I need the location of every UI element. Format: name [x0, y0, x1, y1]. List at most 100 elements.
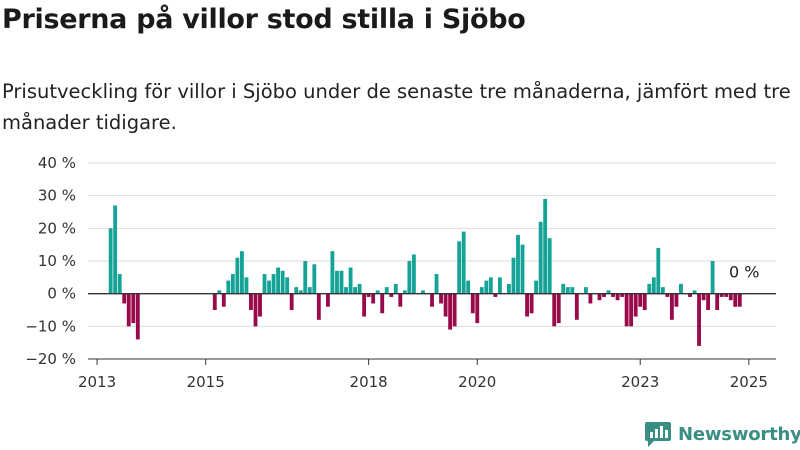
bar	[511, 257, 516, 294]
bar	[674, 293, 679, 307]
bar	[339, 270, 344, 294]
bar	[267, 280, 272, 294]
bar	[611, 293, 615, 297]
bar	[688, 293, 692, 297]
bar	[479, 287, 484, 294]
y-tick-label: 10 %	[38, 252, 76, 270]
bar	[457, 241, 462, 294]
bar	[697, 293, 701, 346]
bar	[362, 293, 367, 317]
x-tick-label: 2025	[730, 373, 768, 391]
bar	[448, 293, 453, 330]
bar	[389, 293, 394, 297]
bar	[357, 283, 362, 294]
x-axis: 2013 2015 2018 2020 2023 2025	[78, 358, 776, 391]
bar	[217, 290, 222, 294]
bar	[470, 293, 475, 314]
bar	[475, 293, 480, 324]
bar	[620, 293, 625, 297]
bar	[235, 257, 240, 294]
bar	[371, 293, 376, 304]
bar	[280, 270, 285, 294]
bar	[344, 287, 348, 294]
bar	[597, 293, 602, 301]
x-tick-label: 2015	[187, 373, 225, 391]
bar	[298, 290, 303, 294]
bar	[353, 287, 357, 294]
bar	[294, 287, 299, 294]
bar	[330, 251, 335, 294]
bar	[466, 280, 471, 294]
bar	[660, 287, 665, 294]
bar	[728, 293, 733, 301]
bar	[656, 247, 661, 294]
bar	[669, 293, 674, 320]
bar	[570, 287, 575, 294]
y-axis-ticks: −20 % −10 % 0 % 10 % 20 % 30 % 40 %	[25, 154, 76, 368]
bar	[240, 251, 244, 294]
bar	[520, 244, 525, 294]
y-tick-label: 0 %	[47, 285, 76, 303]
bar	[407, 261, 412, 294]
bar	[312, 264, 317, 294]
bar	[638, 293, 643, 307]
newsworthy-logo: Newsworthy	[644, 419, 800, 449]
y-tick-label: 20 %	[38, 219, 76, 237]
bar	[212, 293, 217, 310]
bar	[393, 283, 398, 294]
bar	[271, 274, 276, 294]
bar	[348, 267, 353, 294]
bar	[230, 274, 235, 294]
bar	[249, 293, 253, 310]
bar	[131, 293, 136, 324]
x-tick-label: 2013	[78, 373, 116, 391]
bar	[737, 293, 742, 307]
bar	[624, 293, 629, 327]
bar	[384, 287, 389, 294]
bar	[710, 261, 715, 294]
bar	[316, 293, 321, 320]
bar	[647, 283, 652, 294]
bar	[366, 293, 371, 297]
bar	[701, 293, 706, 301]
bar	[606, 290, 611, 294]
bar	[221, 293, 226, 307]
bar	[583, 287, 588, 294]
bar	[484, 280, 489, 294]
bar	[430, 293, 434, 307]
bar	[434, 274, 439, 294]
y-tick-label: 30 %	[38, 187, 76, 205]
bar	[715, 293, 720, 310]
bar	[303, 261, 308, 294]
chart-title: Priserna på villor stod stilla i Sjöbo	[2, 4, 526, 35]
bar	[307, 287, 312, 294]
bar	[552, 293, 557, 327]
latest-value-label: 0 %	[729, 263, 759, 282]
bar	[325, 293, 330, 307]
chart-subtitle: Prisutveckling för villor i Sjöbo under …	[2, 80, 791, 134]
x-tick-label: 2020	[458, 373, 496, 391]
brand-name: Newsworthy	[678, 423, 800, 445]
y-tick-label: −20 %	[25, 350, 76, 368]
bar	[335, 270, 339, 294]
bar	[443, 293, 448, 317]
bar	[375, 290, 380, 294]
bar	[556, 293, 561, 324]
bar	[439, 293, 443, 304]
bar	[411, 254, 416, 294]
bar	[122, 293, 127, 304]
bar	[276, 267, 281, 294]
bar	[561, 283, 566, 294]
bar	[629, 293, 634, 327]
bar	[642, 293, 647, 310]
y-tick-label: 40 %	[38, 154, 76, 172]
bar	[665, 293, 670, 297]
x-tick-label: 2018	[350, 373, 388, 391]
bar	[398, 293, 403, 307]
bar	[262, 274, 267, 294]
bar	[126, 293, 131, 327]
bar	[543, 198, 548, 294]
bar	[602, 293, 606, 297]
bar	[402, 290, 407, 294]
